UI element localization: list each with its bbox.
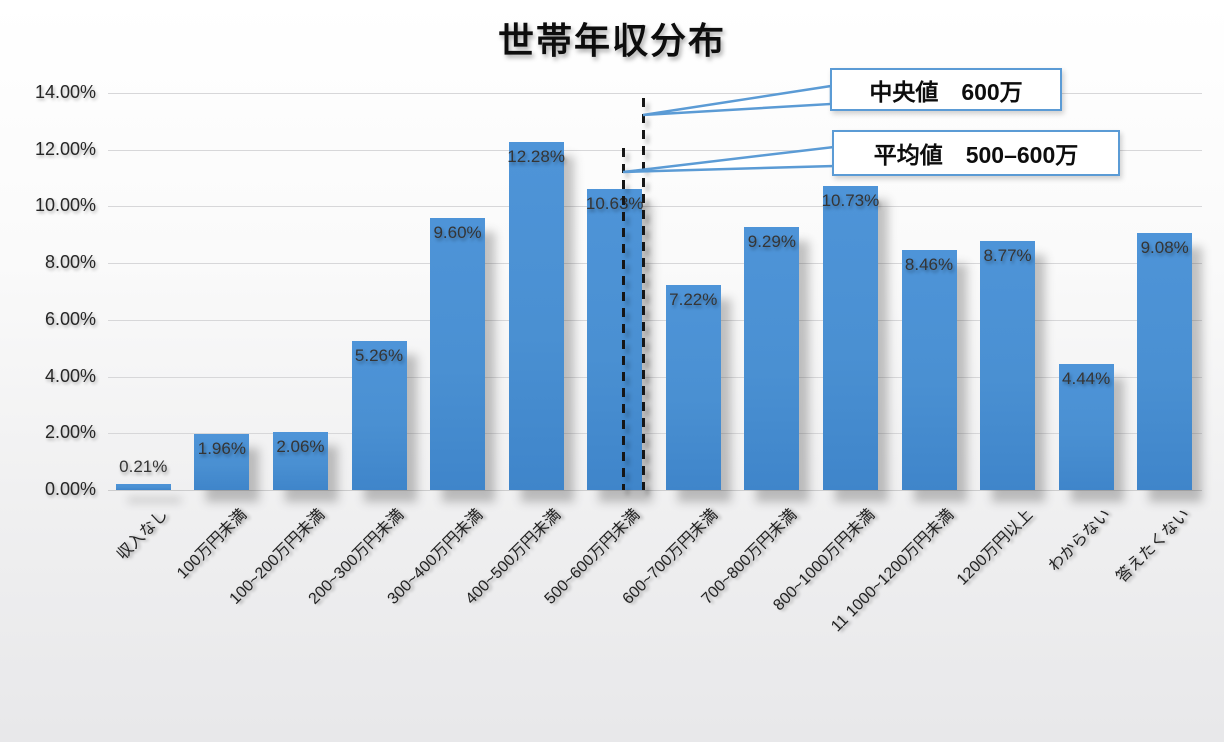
bar-value-label: 2.06% <box>276 436 325 456</box>
bar-value-label: 10.73% <box>821 190 880 210</box>
mean-callout-label: 平均値 500–600万 <box>873 142 1079 168</box>
bar-8 <box>744 226 800 490</box>
gridline <box>108 376 1202 378</box>
bar-2 <box>272 431 328 490</box>
y-tick-label: 0.00% <box>44 479 96 499</box>
median-callout-box: 中央値 600万 <box>830 68 1062 111</box>
bar-value-label: 7.22% <box>669 290 718 310</box>
bar-value-label: 9.29% <box>747 231 796 251</box>
gridline <box>108 319 1202 321</box>
bar-12 <box>1058 364 1114 490</box>
median-dashed-line <box>642 98 645 490</box>
gridline <box>108 206 1202 208</box>
bar-9 <box>822 185 878 490</box>
y-tick-label: 4.00% <box>44 365 96 386</box>
y-tick-label: 12.00% <box>34 138 96 159</box>
mean-callout-beak <box>622 145 836 174</box>
bar-3 <box>351 340 407 490</box>
bar-5 <box>508 141 564 490</box>
bar-value-label: 8.46% <box>904 255 954 275</box>
y-tick-label: 14.00% <box>34 82 96 102</box>
bar-value-label: 5.26% <box>354 345 404 365</box>
gridline <box>108 263 1202 265</box>
bar-6 <box>587 188 643 490</box>
bar-0 <box>115 484 171 490</box>
gridline <box>108 149 1202 151</box>
bar-value-label: 9.08% <box>1140 237 1189 257</box>
bar-value-label: 8.77% <box>983 246 1032 266</box>
y-tick-label: 10.00% <box>34 195 96 216</box>
y-tick-label: 2.00% <box>44 422 96 443</box>
bar-value-label: 9.60% <box>433 222 482 242</box>
y-tick-label: 6.00% <box>44 308 96 329</box>
bar-7 <box>665 285 721 490</box>
chart-title: 世帯年収分布 <box>497 20 726 61</box>
bar-value-label: 12.28% <box>507 146 565 166</box>
gridline <box>108 93 1202 94</box>
bar-4 <box>430 217 486 490</box>
bar-13 <box>1137 232 1193 490</box>
mean-callout-box: 平均値 500–600万 <box>832 130 1120 176</box>
bar-value-label: 1.96% <box>197 439 246 459</box>
gridline <box>108 490 1202 491</box>
y-tick-label: 8.00% <box>44 252 96 273</box>
median-callout-label: 中央値 600万 <box>869 78 1023 105</box>
bar-value-label: 0.21% <box>119 457 168 477</box>
bar-1 <box>194 434 250 490</box>
gridline <box>108 433 1202 435</box>
bar-value-label: 4.44% <box>1062 369 1111 389</box>
bar-11 <box>980 241 1036 490</box>
bar-10 <box>901 250 957 490</box>
mean-dashed-line <box>622 148 625 490</box>
bar-value-label: 10.63% <box>585 193 644 213</box>
median-callout-beak <box>642 84 833 117</box>
